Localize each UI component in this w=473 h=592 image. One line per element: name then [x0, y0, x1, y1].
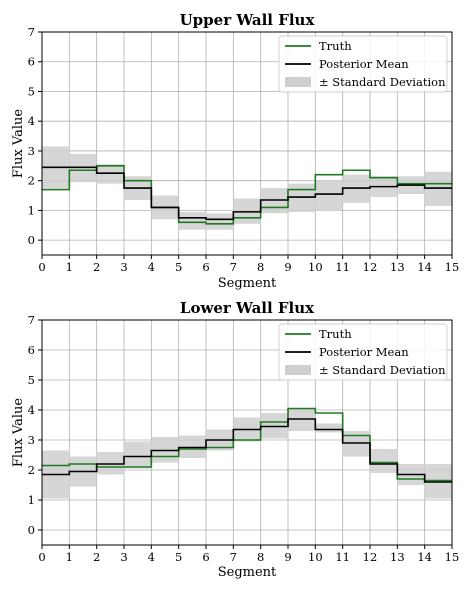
- x-tick-label: 6: [202, 550, 209, 564]
- x-tick-label: 15: [445, 260, 460, 274]
- x-tick-label: 7: [230, 260, 237, 274]
- x-tick-label: 1: [66, 260, 73, 274]
- legend-box: [278, 323, 448, 381]
- legend-label: Truth: [319, 327, 352, 341]
- x-tick-label: 14: [417, 550, 432, 564]
- x-tick-label: 13: [390, 550, 405, 564]
- legend-box: [278, 35, 448, 93]
- y-tick-label: 7: [28, 313, 35, 327]
- truth-step-line: [42, 407, 452, 482]
- legend-label: Truth: [319, 39, 352, 53]
- posterior-mean-step-line: [42, 418, 452, 483]
- y-axis-label: Flux Value: [11, 398, 26, 467]
- x-tick-label: 10: [308, 260, 323, 274]
- legend-label: ± Standard Deviation: [319, 363, 446, 377]
- x-axis-label: Segment: [218, 276, 277, 291]
- y-tick-label: 4: [28, 114, 35, 128]
- std-band-segment: [178, 211, 206, 230]
- y-tick-label: 6: [28, 343, 35, 357]
- std-band-segment: [370, 449, 398, 473]
- x-tick-label: 12: [363, 260, 378, 274]
- x-tick-label: 4: [148, 550, 155, 564]
- x-tick-label: 4: [148, 260, 155, 274]
- legend-label: Posterior Mean: [319, 345, 409, 359]
- x-tick-label: 15: [445, 550, 460, 564]
- x-tick-label: 3: [120, 550, 127, 564]
- legend: Truth Posterior Mean ± Standard Deviation: [278, 323, 448, 381]
- x-tick-label: 0: [38, 260, 45, 274]
- x-tick-label: 5: [175, 550, 182, 564]
- y-tick-label: 3: [28, 433, 35, 447]
- x-tick-label: 2: [93, 260, 100, 274]
- x-tick-label: 14: [417, 260, 432, 274]
- x-tick-label: 11: [335, 550, 350, 564]
- y-tick-label: 2: [28, 174, 35, 188]
- y-tick-label: 1: [28, 493, 35, 507]
- y-tick-label: 4: [28, 403, 35, 417]
- x-tick-label: 11: [335, 260, 350, 274]
- x-tick-label: 10: [308, 550, 323, 564]
- axes-frame: [41, 319, 453, 546]
- y-tick-label: 7: [28, 25, 35, 39]
- x-tick-label: 8: [257, 260, 264, 274]
- x-tick-label: 9: [284, 550, 291, 564]
- axes-frame: [41, 31, 453, 256]
- std-band-segment: [315, 180, 343, 211]
- x-tick-label: 12: [363, 550, 378, 564]
- x-tick-label: 1: [66, 550, 73, 564]
- x-tick-label: 6: [202, 260, 209, 274]
- x-tick-label: 8: [257, 550, 264, 564]
- x-tick-label: 2: [93, 550, 100, 564]
- y-tick-label: 0: [28, 523, 35, 537]
- chart-title: Upper Wall Flux: [180, 11, 316, 29]
- x-tick-label: 7: [230, 550, 237, 564]
- y-axis-label: Flux Value: [11, 109, 26, 178]
- x-tick-label: 0: [38, 550, 45, 564]
- x-tick-label: 13: [390, 260, 405, 274]
- std-band-segment: [315, 423, 343, 433]
- std-band-segment: [124, 441, 152, 469]
- x-axis-label: Segment: [218, 565, 277, 580]
- legend: Truth Posterior Mean ± Standard Deviation: [278, 35, 448, 93]
- legend-label: ± Standard Deviation: [319, 75, 446, 89]
- y-tick-label: 5: [28, 373, 35, 387]
- x-tick-label: 9: [284, 260, 291, 274]
- x-tick-label: 5: [175, 260, 182, 274]
- y-tick-label: 6: [28, 55, 35, 69]
- y-tick-label: 3: [28, 144, 35, 158]
- legend-label: Posterior Mean: [319, 57, 409, 71]
- x-tick-label: 3: [120, 260, 127, 274]
- y-tick-label: 1: [28, 203, 35, 217]
- legend-swatch-band: [285, 77, 311, 87]
- y-tick-label: 0: [28, 233, 35, 247]
- y-tick-label: 5: [28, 84, 35, 98]
- legend-swatch-band: [285, 365, 311, 375]
- chart-title: Lower Wall Flux: [180, 299, 315, 317]
- std-band-segment: [206, 213, 234, 230]
- posterior-mean-step-line: [42, 166, 452, 221]
- y-tick-label: 2: [28, 463, 35, 477]
